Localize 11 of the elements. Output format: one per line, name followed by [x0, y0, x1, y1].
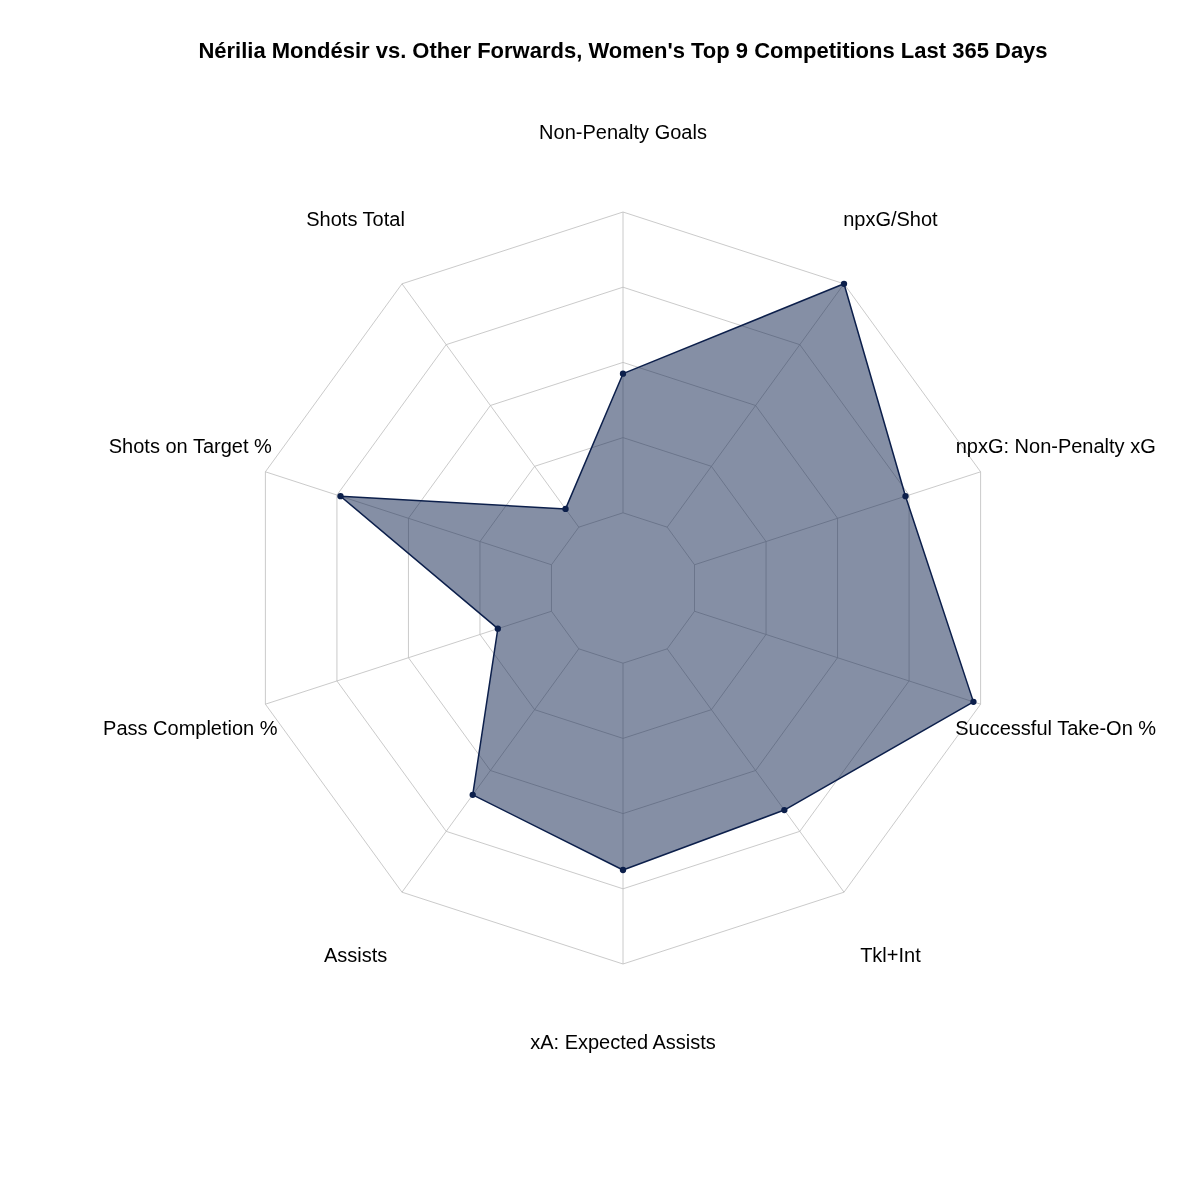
chart-title: Nérilia Mondésir vs. Other Forwards, Women's Top 9 Competitions Last 365 Days — [198, 38, 1048, 63]
spoke-label: npxG/Shot — [843, 207, 939, 230]
spoke-label: Tkl+Int — [860, 944, 922, 967]
spoke-label: Shots on Target % — [108, 435, 273, 458]
spoke-label: Assists — [323, 944, 388, 967]
spoke-label: Successful Take-On % — [955, 716, 1157, 739]
spoke-label: Shots Total — [306, 207, 405, 230]
spoke-label: xA: Expected Assists — [530, 1030, 716, 1053]
spoke-label: Non-Penalty Goals — [539, 121, 707, 144]
spoke-label: Pass Completion % — [103, 716, 278, 739]
spoke-label: npxG: Non-Penalty xG — [955, 435, 1156, 458]
